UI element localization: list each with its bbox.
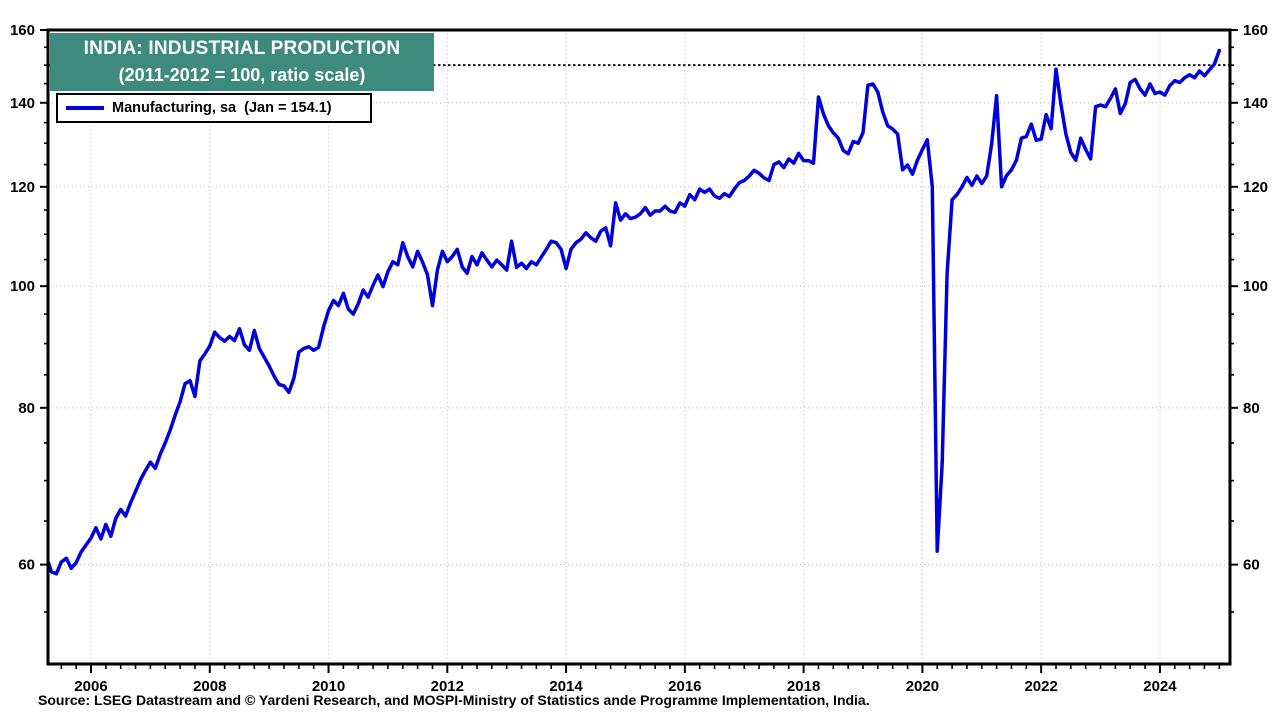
svg-text:2022: 2022 bbox=[1024, 678, 1057, 695]
svg-text:160: 160 bbox=[1243, 22, 1268, 39]
svg-text:80: 80 bbox=[18, 400, 35, 417]
svg-text:2020: 2020 bbox=[906, 678, 939, 695]
plot-border bbox=[46, 28, 1232, 666]
svg-text:2006: 2006 bbox=[74, 678, 107, 695]
svg-text:2010: 2010 bbox=[312, 678, 345, 695]
chart-subtitle: (2011-2012 = 100, ratio scale) bbox=[118, 65, 366, 85]
svg-text:100: 100 bbox=[10, 278, 35, 295]
axis-ticks bbox=[40, 29, 1238, 673]
svg-text:2024: 2024 bbox=[1143, 678, 1177, 695]
svg-text:60: 60 bbox=[1243, 557, 1260, 574]
svg-text:2016: 2016 bbox=[668, 678, 701, 695]
svg-text:2018: 2018 bbox=[787, 678, 820, 695]
chart-title-box: INDIA: INDUSTRIAL PRODUCTION (2011-2012 … bbox=[50, 33, 434, 91]
svg-text:140: 140 bbox=[1243, 95, 1268, 112]
svg-text:80: 80 bbox=[1243, 400, 1260, 417]
legend-line-swatch bbox=[66, 106, 104, 110]
legend: Manufacturing, sa (Jan = 154.1) bbox=[56, 93, 372, 123]
legend-label: Manufacturing, sa (Jan = 154.1) bbox=[112, 100, 332, 116]
chart-title: INDIA: INDUSTRIAL PRODUCTION bbox=[83, 38, 401, 59]
svg-text:120: 120 bbox=[10, 179, 35, 196]
svg-text:2008: 2008 bbox=[193, 678, 226, 695]
svg-text:60: 60 bbox=[18, 557, 35, 574]
axis-labels: 60 60 80 80 100 100 120 120 140 140 160 160 2006 2008… bbox=[10, 22, 1268, 695]
svg-text:140: 140 bbox=[10, 95, 35, 112]
svg-text:100: 100 bbox=[1243, 278, 1268, 295]
source-attribution: Source: LSEG Datastream and © Yardeni Re… bbox=[38, 692, 870, 708]
svg-text:120: 120 bbox=[1243, 179, 1268, 196]
svg-text:160: 160 bbox=[10, 22, 35, 39]
manufacturing-series-line bbox=[46, 48, 1222, 576]
svg-text:2014: 2014 bbox=[549, 678, 583, 695]
gridlines bbox=[48, 30, 1230, 664]
svg-text:2012: 2012 bbox=[431, 678, 464, 695]
